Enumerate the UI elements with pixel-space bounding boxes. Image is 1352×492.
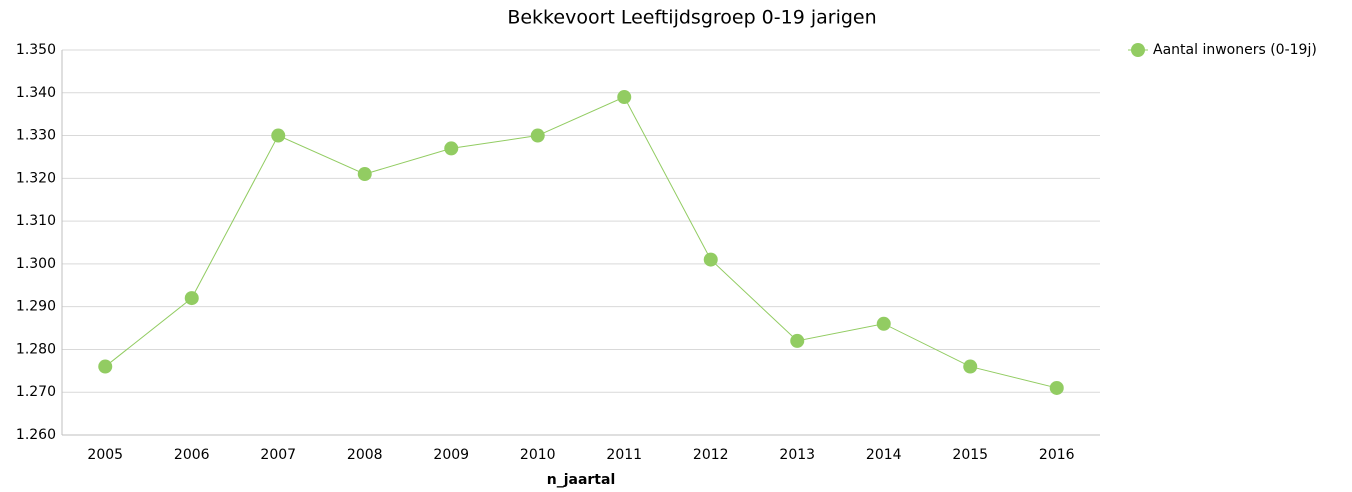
data-point xyxy=(444,141,459,156)
y-tick-label: 1.340 xyxy=(16,85,56,101)
data-point xyxy=(1049,380,1064,395)
legend-label: Aantal inwoners (0-19j) xyxy=(1153,42,1317,58)
x-tick-label: 2014 xyxy=(866,447,902,463)
x-tick-label: 2005 xyxy=(87,447,123,463)
data-point xyxy=(963,359,978,374)
x-tick-label: 2011 xyxy=(606,447,642,463)
data-point xyxy=(876,316,891,331)
x-tick-label: 2006 xyxy=(174,447,210,463)
x-tick-label: 2010 xyxy=(520,447,556,463)
chart-title: Bekkevoort Leeftijdsgroep 0-19 jarigen xyxy=(507,7,876,29)
series-line xyxy=(104,96,1057,389)
y-tick-label: 1.260 xyxy=(16,427,56,443)
x-tick-label: 2012 xyxy=(693,447,729,463)
data-point xyxy=(530,128,545,143)
y-tick-label: 1.300 xyxy=(16,256,56,272)
data-point xyxy=(790,333,805,348)
legend-marker xyxy=(1131,43,1145,57)
y-tick-label: 1.350 xyxy=(16,42,56,58)
y-tick-label: 1.280 xyxy=(16,341,56,357)
y-tick-label: 1.320 xyxy=(16,170,56,186)
data-point xyxy=(271,128,286,143)
data-point xyxy=(617,90,632,105)
x-tick-label: 2007 xyxy=(260,447,296,463)
y-tick-label: 1.290 xyxy=(16,299,56,315)
x-tick-label: 2009 xyxy=(433,447,469,463)
x-tick-label: 2016 xyxy=(1039,447,1075,463)
y-tick-label: 1.330 xyxy=(16,128,56,144)
data-point xyxy=(703,252,718,267)
x-tick-label: 2013 xyxy=(779,447,815,463)
y-tick-label: 1.270 xyxy=(16,384,56,400)
x-axis-label: n_jaartal xyxy=(547,472,616,488)
x-tick-label: 2015 xyxy=(952,447,988,463)
data-point xyxy=(357,167,372,182)
data-point xyxy=(98,359,113,374)
x-tick-label: 2008 xyxy=(347,447,383,463)
y-tick-label: 1.310 xyxy=(16,213,56,229)
data-point xyxy=(184,291,199,306)
